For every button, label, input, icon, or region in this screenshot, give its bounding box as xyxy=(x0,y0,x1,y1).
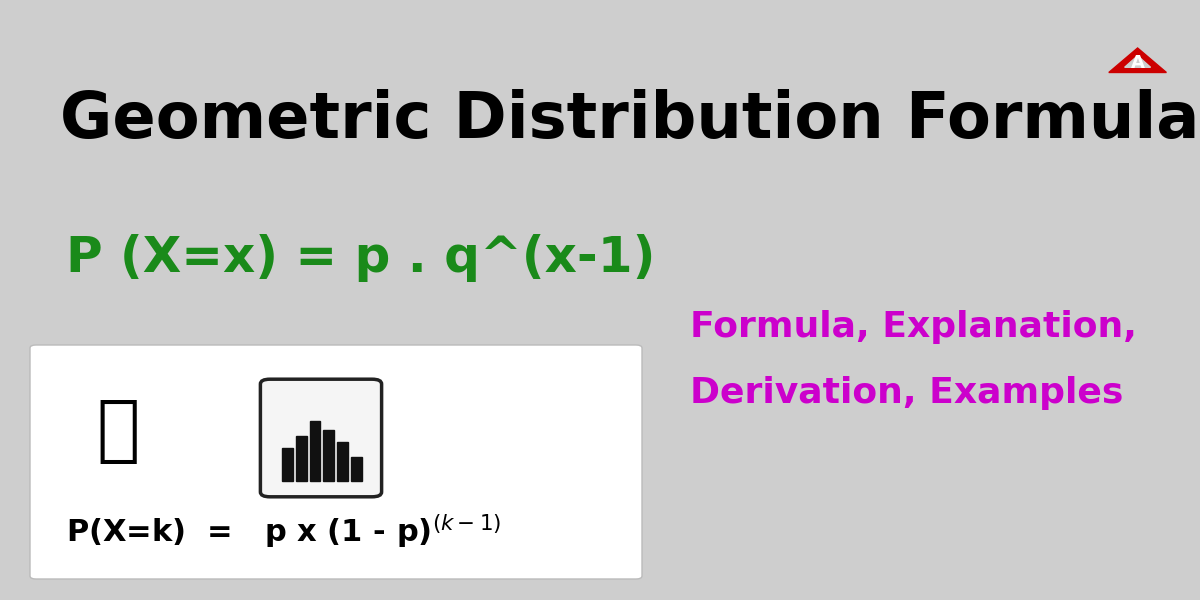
Bar xyxy=(282,448,293,481)
Text: A: A xyxy=(1130,54,1145,72)
Bar xyxy=(310,421,320,481)
Text: Geometric Distribution Formula: Geometric Distribution Formula xyxy=(60,89,1199,151)
Polygon shape xyxy=(1124,56,1151,67)
Text: Derivation, Examples: Derivation, Examples xyxy=(690,376,1123,410)
Polygon shape xyxy=(1109,48,1166,73)
FancyBboxPatch shape xyxy=(260,379,382,497)
Text: 🧮: 🧮 xyxy=(96,398,139,467)
Text: Formula, Explanation,: Formula, Explanation, xyxy=(690,310,1136,344)
Bar xyxy=(337,442,348,481)
Bar xyxy=(296,436,307,481)
Bar xyxy=(352,457,362,481)
Text: P (X=x) = p . q^(x-1): P (X=x) = p . q^(x-1) xyxy=(66,234,655,282)
Bar xyxy=(324,430,335,481)
FancyBboxPatch shape xyxy=(30,345,642,579)
Text: P(X=k)  =   p x (1 - p)$^{(k - 1)}$: P(X=k) = p x (1 - p)$^{(k - 1)}$ xyxy=(66,512,502,550)
